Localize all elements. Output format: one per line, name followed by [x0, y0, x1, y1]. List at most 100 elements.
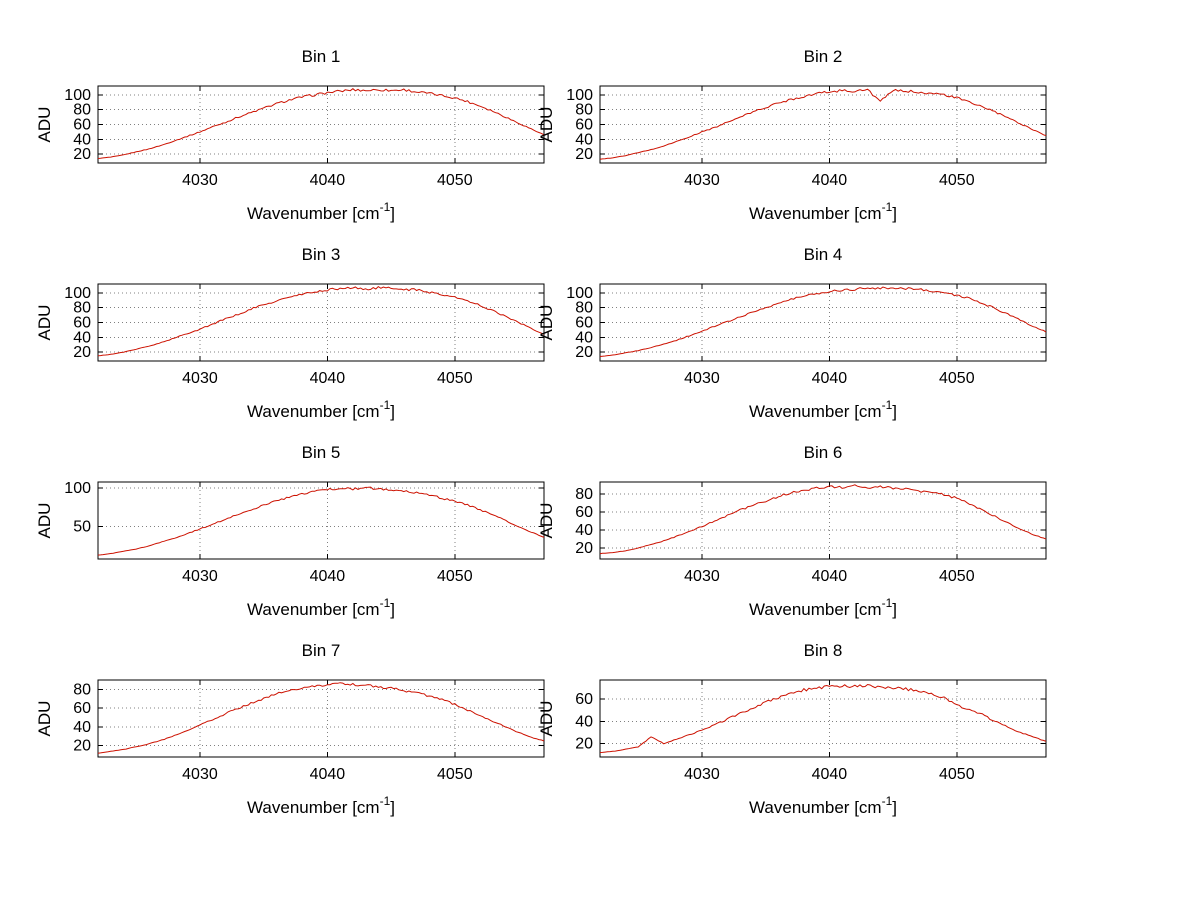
- chart-bin-4: 4030 4040 4050 20 40 60 80 100 Bin 4 ADU Wavenumbe…: [536, 240, 1056, 438]
- subplot-title: Bin 4: [804, 245, 843, 264]
- x-axis-label: Wavenumber [cm-1]: [749, 596, 897, 619]
- axes-box: [599, 481, 1047, 560]
- x-axis-label: Wavenumber [cm-1]: [247, 200, 395, 223]
- y-axis-label: ADU: [35, 701, 54, 737]
- x-tick-label: 4040: [812, 370, 848, 387]
- chart-bin-6: 4030 4040 4050 20 40 60 80 Bin 6 ADU Wavenumber […: [536, 438, 1056, 636]
- y-axis-label: ADU: [537, 107, 556, 143]
- y-tick-label: 20: [575, 344, 593, 361]
- spectrum-line: [599, 484, 1047, 555]
- spectrum-line: [97, 682, 545, 754]
- chart-bin-2: 4030 4040 4050 20 40 60 80 100 Bin 2 ADU Wavenumbe…: [536, 42, 1056, 240]
- axes-box: [599, 85, 1047, 164]
- y-tick-label: 20: [575, 540, 593, 557]
- bin-7-plot: 4030 4040 4050 20 40 60 80 Bin 7 ADU Wavenumber […: [35, 641, 545, 817]
- y-tick-label: 60: [73, 700, 91, 717]
- chart-bin-7: 4030 4040 4050 20 40 60 80 Bin 7 ADU Wavenumber […: [34, 636, 554, 834]
- spectrum-line: [97, 88, 545, 159]
- y-axis-label: ADU: [35, 503, 54, 539]
- spectrum-line: [97, 486, 545, 556]
- y-tick-label: 100: [566, 285, 593, 302]
- x-axis-label: Wavenumber [cm-1]: [247, 596, 395, 619]
- subplot-title: Bin 8: [804, 641, 843, 660]
- bin-8-plot: 4030 4040 4050 20 40 60 Bin 8 ADU Wavenumber [cm…: [537, 641, 1047, 817]
- subplot-title: Bin 6: [804, 443, 843, 462]
- spectrum-line: [599, 683, 1047, 753]
- y-axis-label: ADU: [537, 503, 556, 539]
- x-tick-label: 4040: [310, 172, 346, 189]
- subplot-title: Bin 5: [302, 443, 341, 462]
- y-tick-label: 100: [64, 87, 91, 104]
- x-tick-label: 4030: [684, 766, 720, 783]
- axes-box: [97, 85, 545, 164]
- y-tick-label: 20: [575, 736, 593, 753]
- y-tick-label: 80: [575, 486, 593, 503]
- axes-box: [97, 283, 545, 362]
- x-tick-label: 4030: [182, 172, 218, 189]
- x-tick-label: 4040: [310, 370, 346, 387]
- x-axis-label: Wavenumber [cm-1]: [749, 398, 897, 421]
- x-tick-label: 4040: [812, 766, 848, 783]
- x-axis-label: Wavenumber [cm-1]: [749, 200, 897, 223]
- y-tick-label: 40: [575, 713, 593, 730]
- subplot-title: Bin 7: [302, 641, 341, 660]
- chart-bin-3: 4030 4040 4050 20 40 60 80 100 Bin 3 ADU Wavenumbe…: [34, 240, 554, 438]
- x-tick-label: 4050: [437, 172, 473, 189]
- x-tick-label: 4050: [437, 370, 473, 387]
- y-tick-label: 100: [64, 285, 91, 302]
- y-tick-label: 40: [73, 719, 91, 736]
- y-tick-label: 40: [73, 131, 91, 148]
- y-tick-label: 80: [575, 300, 593, 317]
- x-tick-label: 4050: [939, 172, 975, 189]
- y-tick-label: 60: [575, 117, 593, 134]
- y-tick-label: 80: [73, 300, 91, 317]
- spectrum-line: [97, 285, 545, 357]
- axes-box: [97, 679, 545, 758]
- y-tick-label: 20: [73, 738, 91, 755]
- axes-box: [599, 679, 1047, 758]
- spectrum-line: [599, 286, 1047, 357]
- y-tick-label: 60: [73, 117, 91, 134]
- y-tick-label: 40: [575, 131, 593, 148]
- subplot-title: Bin 3: [302, 245, 341, 264]
- y-tick-label: 100: [566, 87, 593, 104]
- bin-5-plot: 4030 4040 4050 50 100 Bin 5 ADU Wavenumber [cm-…: [35, 443, 545, 619]
- subplot-title: Bin 2: [804, 47, 843, 66]
- x-tick-label: 4050: [939, 568, 975, 585]
- y-tick-label: 80: [73, 681, 91, 698]
- x-axis-label: Wavenumber [cm-1]: [749, 794, 897, 817]
- axes-box: [97, 481, 545, 560]
- y-tick-label: 80: [575, 102, 593, 119]
- x-tick-label: 4030: [684, 172, 720, 189]
- y-tick-label: 60: [575, 691, 593, 708]
- y-axis-label: ADU: [537, 701, 556, 737]
- y-tick-label: 60: [73, 315, 91, 332]
- x-tick-label: 4050: [939, 370, 975, 387]
- y-tick-label: 20: [73, 146, 91, 163]
- y-tick-label: 40: [73, 329, 91, 346]
- y-tick-label: 50: [73, 519, 91, 536]
- y-tick-label: 80: [73, 102, 91, 119]
- y-tick-label: 40: [575, 329, 593, 346]
- y-axis-label: ADU: [537, 305, 556, 341]
- subplot-title: Bin 1: [302, 47, 341, 66]
- x-tick-label: 4040: [310, 568, 346, 585]
- chart-bin-1: 4030 4040 4050 20 40 60 80 100 Bin 1 ADU Wavenumbe…: [34, 42, 554, 240]
- y-tick-label: 60: [575, 315, 593, 332]
- axes-box: [599, 283, 1047, 362]
- x-tick-label: 4050: [437, 568, 473, 585]
- y-tick-label: 60: [575, 504, 593, 521]
- chart-bin-5: 4030 4040 4050 50 100 Bin 5 ADU Wavenumber [cm-…: [34, 438, 554, 636]
- x-tick-label: 4030: [684, 568, 720, 585]
- y-tick-label: 20: [73, 344, 91, 361]
- x-axis-label: Wavenumber [cm-1]: [247, 794, 395, 817]
- y-axis-label: ADU: [35, 107, 54, 143]
- chart-bin-8: 4030 4040 4050 20 40 60 Bin 8 ADU Wavenumber [cm…: [536, 636, 1056, 834]
- spectrum-line: [599, 88, 1047, 160]
- x-tick-label: 4050: [437, 766, 473, 783]
